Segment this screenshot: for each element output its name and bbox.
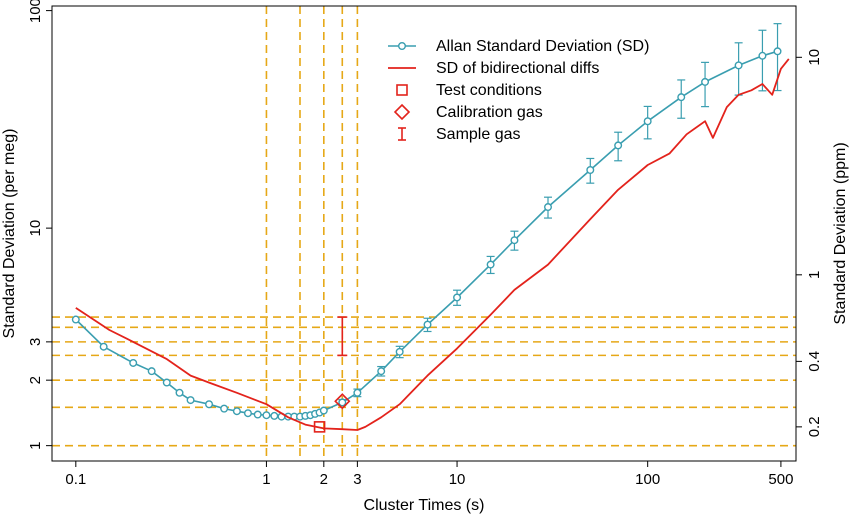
x-tick-label: 3 <box>353 471 361 488</box>
legend-diamond-symbol <box>393 103 411 121</box>
axes: 0.1 1 2 3 10 100 500 1 2 3 10 100 0.2 0.4 1 10 <box>27 0 823 488</box>
allan-sd-point <box>220 404 229 413</box>
allan-sd-point <box>353 388 362 397</box>
allan-sd-point <box>677 93 686 102</box>
y-tick-label: 100 <box>27 0 44 23</box>
legend-label: Allan Standard Deviation (SD) <box>436 38 649 55</box>
legend-label: Sample gas <box>436 126 521 143</box>
allan-sd-point <box>71 315 80 324</box>
legend-square-symbol <box>396 84 408 96</box>
y-axis-title: Standard Deviation (per meg) <box>1 129 18 339</box>
plot-frame <box>51 5 797 462</box>
legend-label: Test conditions <box>436 82 542 99</box>
y-tick-label: 3 <box>27 338 44 346</box>
allan-sd-point <box>614 141 623 150</box>
allan-sd-point <box>453 293 462 302</box>
allan-sd-line <box>75 50 778 418</box>
allan-sd-point <box>377 367 386 376</box>
allan-sd-point <box>162 378 171 387</box>
allan-sd-point <box>586 166 595 175</box>
allan-sd-point <box>262 411 271 420</box>
test-conditions-marker <box>313 421 326 433</box>
allan-sd-point <box>99 342 108 351</box>
allan-sd-point <box>758 51 767 60</box>
series-layer <box>71 23 790 431</box>
allan-sd-point <box>773 47 782 56</box>
allan-sd-point <box>544 203 553 212</box>
allan-sd-point <box>423 320 432 329</box>
x-tick-label: 10 <box>449 471 466 488</box>
y-tick-label: 10 <box>27 220 44 237</box>
allan-sd-point <box>734 61 743 70</box>
y2-tick-label: 0.4 <box>806 351 823 372</box>
legend: Allan Standard Deviation (SD) SD of bidir… <box>388 38 649 143</box>
allan-sd-point <box>243 409 252 418</box>
y2-tick-label: 10 <box>806 49 823 66</box>
calibration-gas-marker <box>334 393 351 410</box>
allan-sd-point <box>395 347 404 356</box>
x-tick-label: 0.1 <box>65 471 86 488</box>
legend-label: Calibration gas <box>436 104 543 121</box>
allan-sd-point <box>205 400 214 409</box>
y-tick-label: 1 <box>27 441 44 449</box>
allan-sd-point <box>232 407 241 416</box>
allan-sd-point <box>129 358 138 367</box>
special-markers <box>313 316 351 433</box>
x-tick-label: 1 <box>262 471 270 488</box>
y-tick-label: 2 <box>27 376 44 384</box>
allan-sd-point <box>643 117 652 126</box>
allan-sd-point <box>338 398 347 407</box>
y2-axis-title: Standard Deviation (ppm) <box>832 142 849 324</box>
reference-lines <box>52 6 796 461</box>
allan-sd-point <box>510 236 519 245</box>
allan-sd-point <box>147 367 156 376</box>
bidirectional-diff-line <box>75 58 790 431</box>
legend-circle-symbol <box>398 42 407 51</box>
allan-sd-point <box>253 410 262 419</box>
allan-sd-point <box>319 406 328 415</box>
allan-sd-point <box>175 388 184 397</box>
y2-tick-label: 0.2 <box>806 416 823 437</box>
allan-sd-point <box>701 77 710 86</box>
x-axis-title: Cluster Times (s) <box>364 497 485 514</box>
allan-sd-point <box>486 260 495 269</box>
x-tick-label: 500 <box>768 471 793 488</box>
allan-sd-point <box>270 411 279 420</box>
allan-sd-point <box>186 396 195 405</box>
x-tick-label: 100 <box>635 471 660 488</box>
y2-tick-label: 1 <box>806 271 823 279</box>
legend-label: SD of bidirectional diffs <box>436 60 599 77</box>
x-tick-label: 2 <box>320 471 328 488</box>
